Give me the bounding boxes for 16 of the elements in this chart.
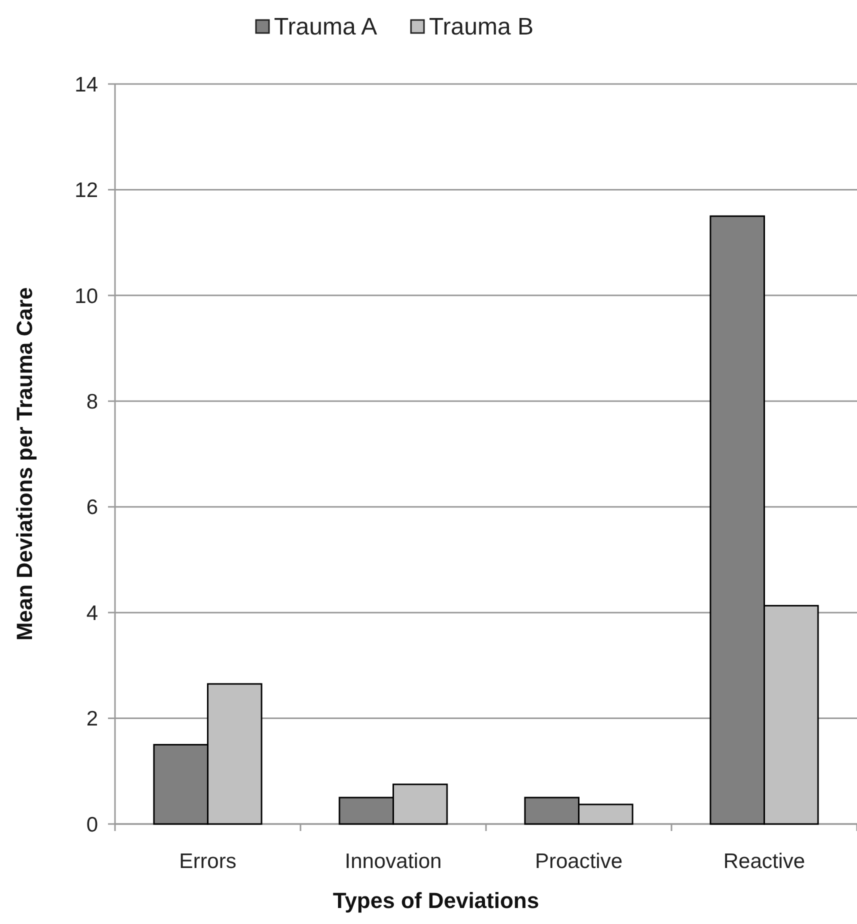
x-axis-title: Types of Deviations	[332, 888, 540, 913]
x-tick-label: Errors	[179, 850, 236, 873]
y-tick-label: 4	[86, 602, 98, 625]
y-tick-label: 12	[74, 179, 98, 202]
y-tick-label: 2	[86, 708, 98, 731]
legend-label: Trauma B	[429, 13, 534, 40]
y-axis-title: Mean Deviations per Trauma Care	[12, 287, 37, 641]
y-tick-label: 6	[86, 496, 98, 520]
y-tick-label: 0	[86, 813, 98, 836]
y-tick-label: 8	[86, 390, 98, 414]
legend-label: Trauma A	[274, 13, 378, 40]
y-tick-label: 10	[74, 284, 98, 308]
x-tick-label: Reactive	[723, 850, 806, 873]
x-tick-label: Proactive	[534, 850, 623, 873]
y-tick-label: 14	[74, 73, 98, 96]
x-tick-label: Innovation	[344, 850, 442, 873]
